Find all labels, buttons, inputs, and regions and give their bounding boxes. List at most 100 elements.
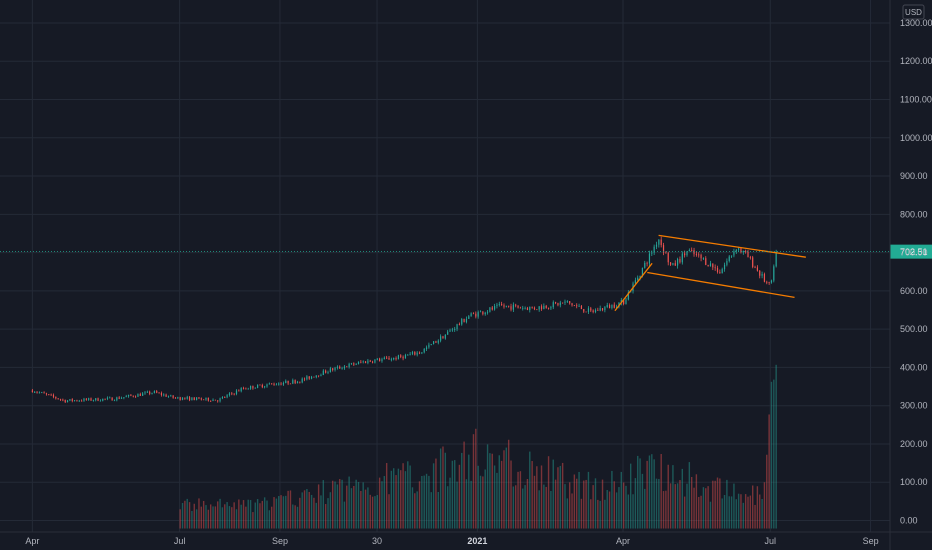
candle-body [501,304,503,306]
candle-body [158,392,160,394]
volume-bar [383,476,386,529]
candle-body [552,302,554,308]
candle-body [254,387,256,389]
candle-body [536,309,538,311]
price-tick-label: 300.00 [900,401,928,411]
volume-bar [402,463,404,529]
time-axis[interactable]: Apr Jul Sep 30 2021 Apr Jul Sep [0,531,932,546]
candle-body [247,388,249,390]
volume-bar [322,480,325,529]
volume-bar [505,447,508,529]
channel-upper-line[interactable] [658,234,806,258]
volume-bar [195,509,198,529]
candle-body [261,385,263,388]
candle-body [519,307,522,309]
candle-body [688,249,690,252]
candle-body [296,381,299,384]
breakout-line[interactable] [614,262,653,312]
currency-badge[interactable]: USD [902,4,925,20]
candle-body [578,305,580,307]
candle-body [308,376,310,379]
candle-body [55,396,57,399]
candle-body [320,375,322,376]
candle-body [73,400,76,402]
candle-body [414,352,416,355]
volume-bar [472,434,475,529]
volume-bar [540,465,543,529]
volume-bar [690,476,693,529]
candle-body [64,399,66,403]
volume-bar [576,478,578,529]
price-tick-label: 500.00 [900,324,928,334]
candle-body [754,266,756,268]
volume-bar [749,495,752,529]
volume-bar [744,494,747,529]
volume-bar [592,485,594,529]
price-tick-label: 1200.00 [900,56,932,66]
candle-body [655,244,658,247]
candle-body [111,397,113,401]
candle-body [390,359,392,361]
candle-body [83,398,85,401]
volume-bar [608,491,611,529]
volume-bar [751,485,754,529]
volume-bar [395,475,397,529]
candle-body [259,384,261,386]
candle-body [677,259,679,266]
candle-body [576,305,578,307]
volume-bar [503,450,505,529]
price-axis[interactable]: 0.00 100.00 200.00 300.00 400.00 500.00 600.00… [889,0,932,550]
volume-bar [200,506,203,529]
volume-bar [308,491,310,529]
candle-body [766,281,768,283]
volume-bar [186,498,188,529]
volume-bar [726,479,728,529]
candle-body [416,352,418,355]
volume-bar [580,498,583,529]
last-price-line: 702.51 [0,244,932,259]
volume-bar [193,503,195,529]
volume-bar [622,482,625,529]
candle-body [273,383,275,385]
candle-body [125,396,127,398]
candle-body [555,302,557,304]
candle-body [294,380,296,384]
candle-body [449,330,451,332]
candle-body [371,361,374,363]
volume-bar [686,483,688,529]
candle-body [759,270,761,276]
volume-bar [519,471,522,529]
volume-bar [669,483,672,529]
volume-bar [761,498,763,529]
candle-body [231,393,233,395]
candle-body [721,269,723,274]
candle-body [745,250,747,252]
candle-body [658,239,660,245]
candle-body [733,251,735,256]
volume-bar [442,446,444,529]
candle-body [341,368,343,370]
candle-body [177,397,179,399]
volume-bar [688,462,691,529]
trend-drawings[interactable] [614,234,806,312]
candle-body [257,384,259,388]
candle-body [278,383,280,385]
candle-body [364,361,367,364]
candle-body [714,267,716,269]
candle-body [719,272,721,274]
volume-bar [362,482,364,529]
candle-body [454,329,456,330]
candle-body [327,372,329,373]
candle-body [538,306,540,310]
candle-body [447,331,449,335]
volume-bar [228,506,231,529]
candle-body [97,398,99,401]
candle-body [224,397,226,398]
channel-lower-line[interactable] [647,271,795,299]
candle-body [641,267,644,276]
candle-body [707,264,709,267]
candle-body [606,305,608,308]
volume-bar [256,499,259,529]
